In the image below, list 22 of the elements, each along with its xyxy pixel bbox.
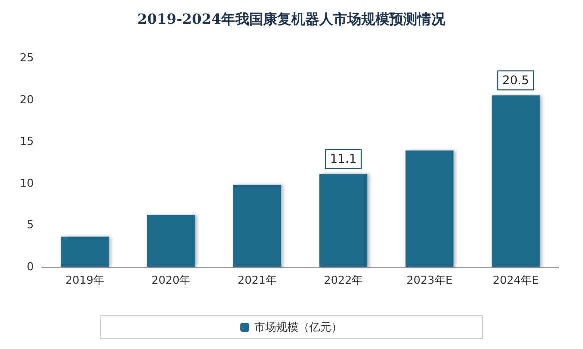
x-tick-label: 2023年E (406, 274, 453, 287)
chart-title: 2019-2024年我国康复机器人市场规模预测情况 (138, 11, 446, 28)
x-tick-label: 2024年E (492, 274, 539, 287)
bar (233, 185, 282, 267)
y-tick-label: 10 (20, 176, 34, 190)
y-tick-label: 25 (20, 52, 34, 64)
y-tick-label: 15 (20, 135, 34, 148)
x-tick-label: 2021年 (238, 274, 277, 287)
x-tick-label: 2022年 (324, 274, 364, 287)
x-tick-label: 2019年 (66, 274, 105, 287)
bar (406, 150, 454, 267)
bar (320, 174, 368, 267)
data-label: 11.1 (330, 152, 357, 166)
x-tick-label: 2020年 (152, 274, 191, 287)
data-label: 20.5 (502, 74, 530, 88)
y-tick-label: 0 (27, 260, 34, 274)
y-tick-label: 5 (27, 218, 34, 232)
bar (492, 96, 540, 267)
bar (61, 236, 110, 267)
bar (147, 215, 196, 267)
legend-label: 市场规模（亿元） (254, 321, 342, 334)
y-tick-label: 20 (20, 93, 34, 106)
